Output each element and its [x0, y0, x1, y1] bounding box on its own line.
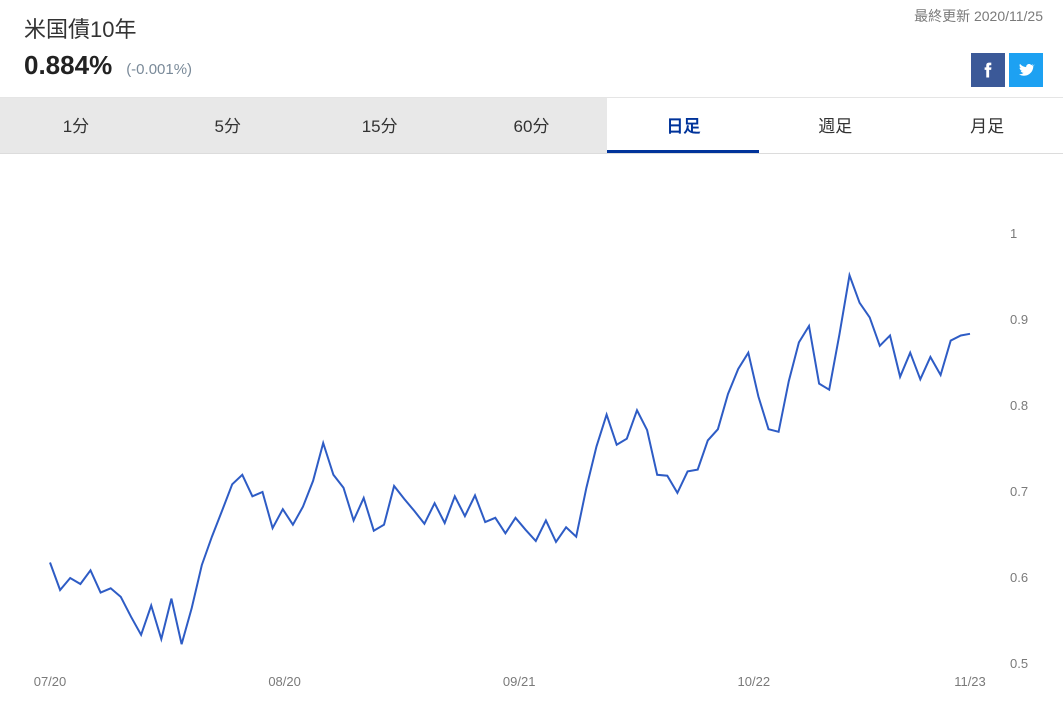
twitter-icon [1017, 61, 1035, 79]
social-share [971, 53, 1043, 87]
x-tick-label: 09/21 [503, 674, 536, 689]
value-row: 0.884% (-0.001%) [24, 50, 1039, 81]
twitter-share-button[interactable] [1009, 53, 1043, 87]
timeframe-tabs: 1分5分15分60分日足週足月足 [0, 97, 1063, 154]
price-value: 0.884% [24, 50, 112, 81]
tab-週足[interactable]: 週足 [759, 98, 911, 153]
x-tick-label: 11/23 [954, 674, 986, 689]
tab-60分[interactable]: 60分 [456, 98, 608, 153]
y-tick-label: 0.6 [1010, 570, 1028, 585]
price-line [50, 275, 970, 644]
y-tick-label: 1 [1010, 226, 1017, 241]
tab-月足[interactable]: 月足 [911, 98, 1063, 153]
facebook-icon [979, 61, 997, 79]
facebook-share-button[interactable] [971, 53, 1005, 87]
chart-area: 0.50.60.70.80.9107/2008/2009/2110/2211/2… [0, 154, 1063, 674]
y-tick-label: 0.9 [1010, 312, 1028, 327]
header: 最終更新 2020/11/25 米国債10年 0.884% (-0.001%) [0, 0, 1063, 97]
x-tick-label: 08/20 [268, 674, 301, 689]
page-root: 最終更新 2020/11/25 米国債10年 0.884% (-0.001%) … [0, 0, 1063, 674]
x-tick-label: 10/22 [738, 674, 771, 689]
instrument-title: 米国債10年 [24, 12, 1039, 44]
last-updated-label: 最終更新 2020/11/25 [914, 6, 1043, 26]
x-tick-label: 07/20 [34, 674, 67, 689]
tab-5分[interactable]: 5分 [152, 98, 304, 153]
tab-1分[interactable]: 1分 [0, 98, 152, 153]
tab-15分[interactable]: 15分 [304, 98, 456, 153]
price-change: (-0.001%) [126, 61, 192, 78]
y-tick-label: 0.7 [1010, 484, 1028, 499]
y-tick-label: 0.5 [1010, 656, 1028, 671]
tab-日足[interactable]: 日足 [607, 98, 759, 153]
y-tick-label: 0.8 [1010, 398, 1028, 413]
line-chart: 0.5 0.6 0.7 0.8 0.9 1 07/20 08/20 09/21 10/22 11/2… [20, 184, 1043, 694]
